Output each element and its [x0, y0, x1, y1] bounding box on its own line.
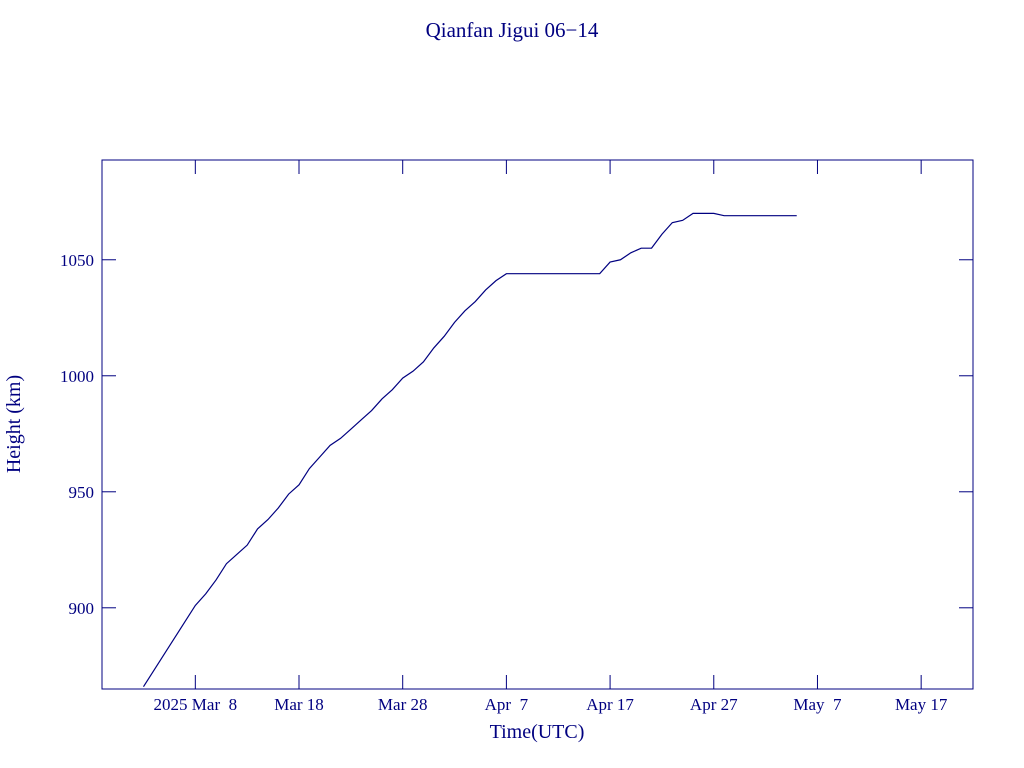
- x-tick-label: Apr 17: [586, 695, 634, 714]
- x-axis-label: Time(UTC): [490, 721, 585, 743]
- x-tick-label: May 17: [895, 695, 948, 714]
- plot-frame: [101, 159, 974, 690]
- y-tick-label: 1000: [60, 367, 94, 386]
- x-tick-label: May 7: [793, 695, 842, 714]
- x-tick-label: 2025 Mar 8: [154, 695, 238, 714]
- y-tick-label: 950: [69, 483, 95, 502]
- chart-title: Qianfan Jigui 06−14: [426, 18, 599, 42]
- y-tick-label: 900: [69, 599, 95, 618]
- x-tick-label: Apr 27: [690, 695, 738, 714]
- x-tick-label: Mar 18: [274, 695, 324, 714]
- x-tick-label: Mar 28: [378, 695, 428, 714]
- y-axis-label: Height (km): [3, 375, 25, 473]
- data-line: [142, 212, 797, 688]
- x-tick-label: Apr 7: [485, 695, 529, 714]
- y-tick-label: 1050: [60, 251, 94, 270]
